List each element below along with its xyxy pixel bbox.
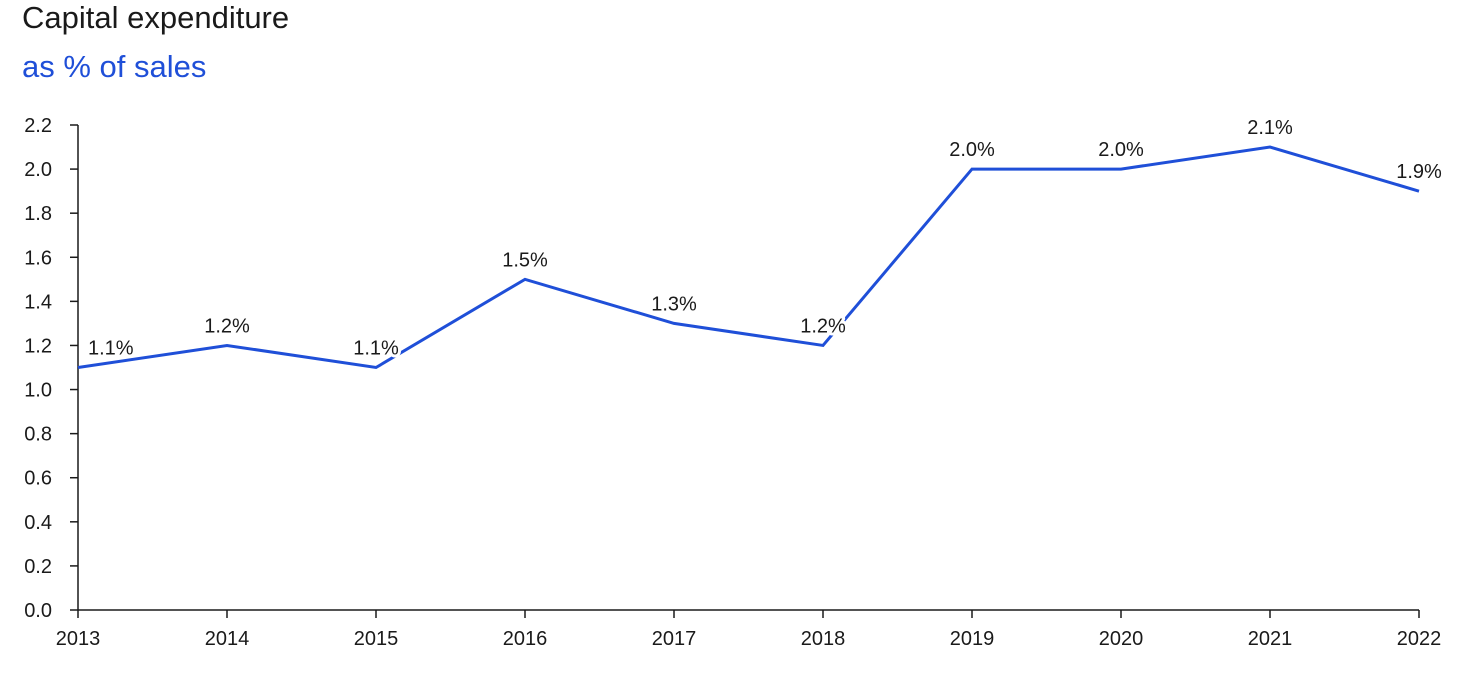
series-line — [77, 145, 1420, 370]
data-label: 2.1% — [1247, 117, 1293, 139]
y-tick-label: 1.8 — [24, 203, 52, 225]
x-tick-label: 2014 — [205, 628, 250, 650]
y-tick-label: 0.4 — [24, 512, 52, 534]
data-label: 1.1% — [353, 338, 399, 360]
y-tick-label: 0.0 — [24, 600, 52, 622]
data-label: 1.9% — [1396, 161, 1442, 183]
x-tick-label: 2019 — [950, 628, 995, 650]
chart-axes: 0.0 0.2 0.4 0.6 0.8 1.0 1.2 1.4 1.6 1.8 2.0 2.2 2013… — [24, 115, 1441, 650]
data-label: 1.5% — [502, 249, 548, 271]
chart-data-labels: 1.1% 1.2% 1.1% 1.5% 1.3% 1.2% 2.0% 2.0% 2.1% 1.9% — [85, 114, 1445, 362]
data-label: 1.1% — [88, 338, 134, 360]
x-tick-label: 2020 — [1099, 628, 1144, 650]
x-tick-label: 2017 — [652, 628, 697, 650]
data-label: 1.3% — [651, 293, 697, 315]
y-tick-label: 2.2 — [24, 115, 52, 137]
y-tick-label: 1.2 — [24, 335, 52, 357]
y-tick-label: 1.0 — [24, 380, 52, 402]
x-tick-label: 2022 — [1397, 628, 1442, 650]
chart-series — [77, 145, 1420, 370]
x-tick-label: 2013 — [56, 628, 101, 650]
data-label: 2.0% — [949, 139, 995, 161]
data-label: 1.2% — [800, 315, 846, 337]
data-label: 1.2% — [204, 315, 250, 337]
y-tick-label: 0.6 — [24, 468, 52, 490]
x-tick-label: 2021 — [1248, 628, 1293, 650]
y-tick-label: 1.6 — [24, 247, 52, 269]
x-tick-label: 2018 — [801, 628, 846, 650]
x-tick-label: 2015 — [354, 628, 399, 650]
chart-subtitle: as % of sales — [22, 49, 207, 84]
y-tick-label: 2.0 — [24, 159, 52, 181]
y-tick-label: 0.2 — [24, 556, 52, 578]
data-label: 2.0% — [1098, 139, 1144, 161]
y-tick-label: 1.4 — [24, 291, 52, 313]
x-tick-label: 2016 — [503, 628, 548, 650]
chart-title: Capital expenditure — [22, 0, 290, 35]
y-tick-label: 0.8 — [24, 424, 52, 446]
